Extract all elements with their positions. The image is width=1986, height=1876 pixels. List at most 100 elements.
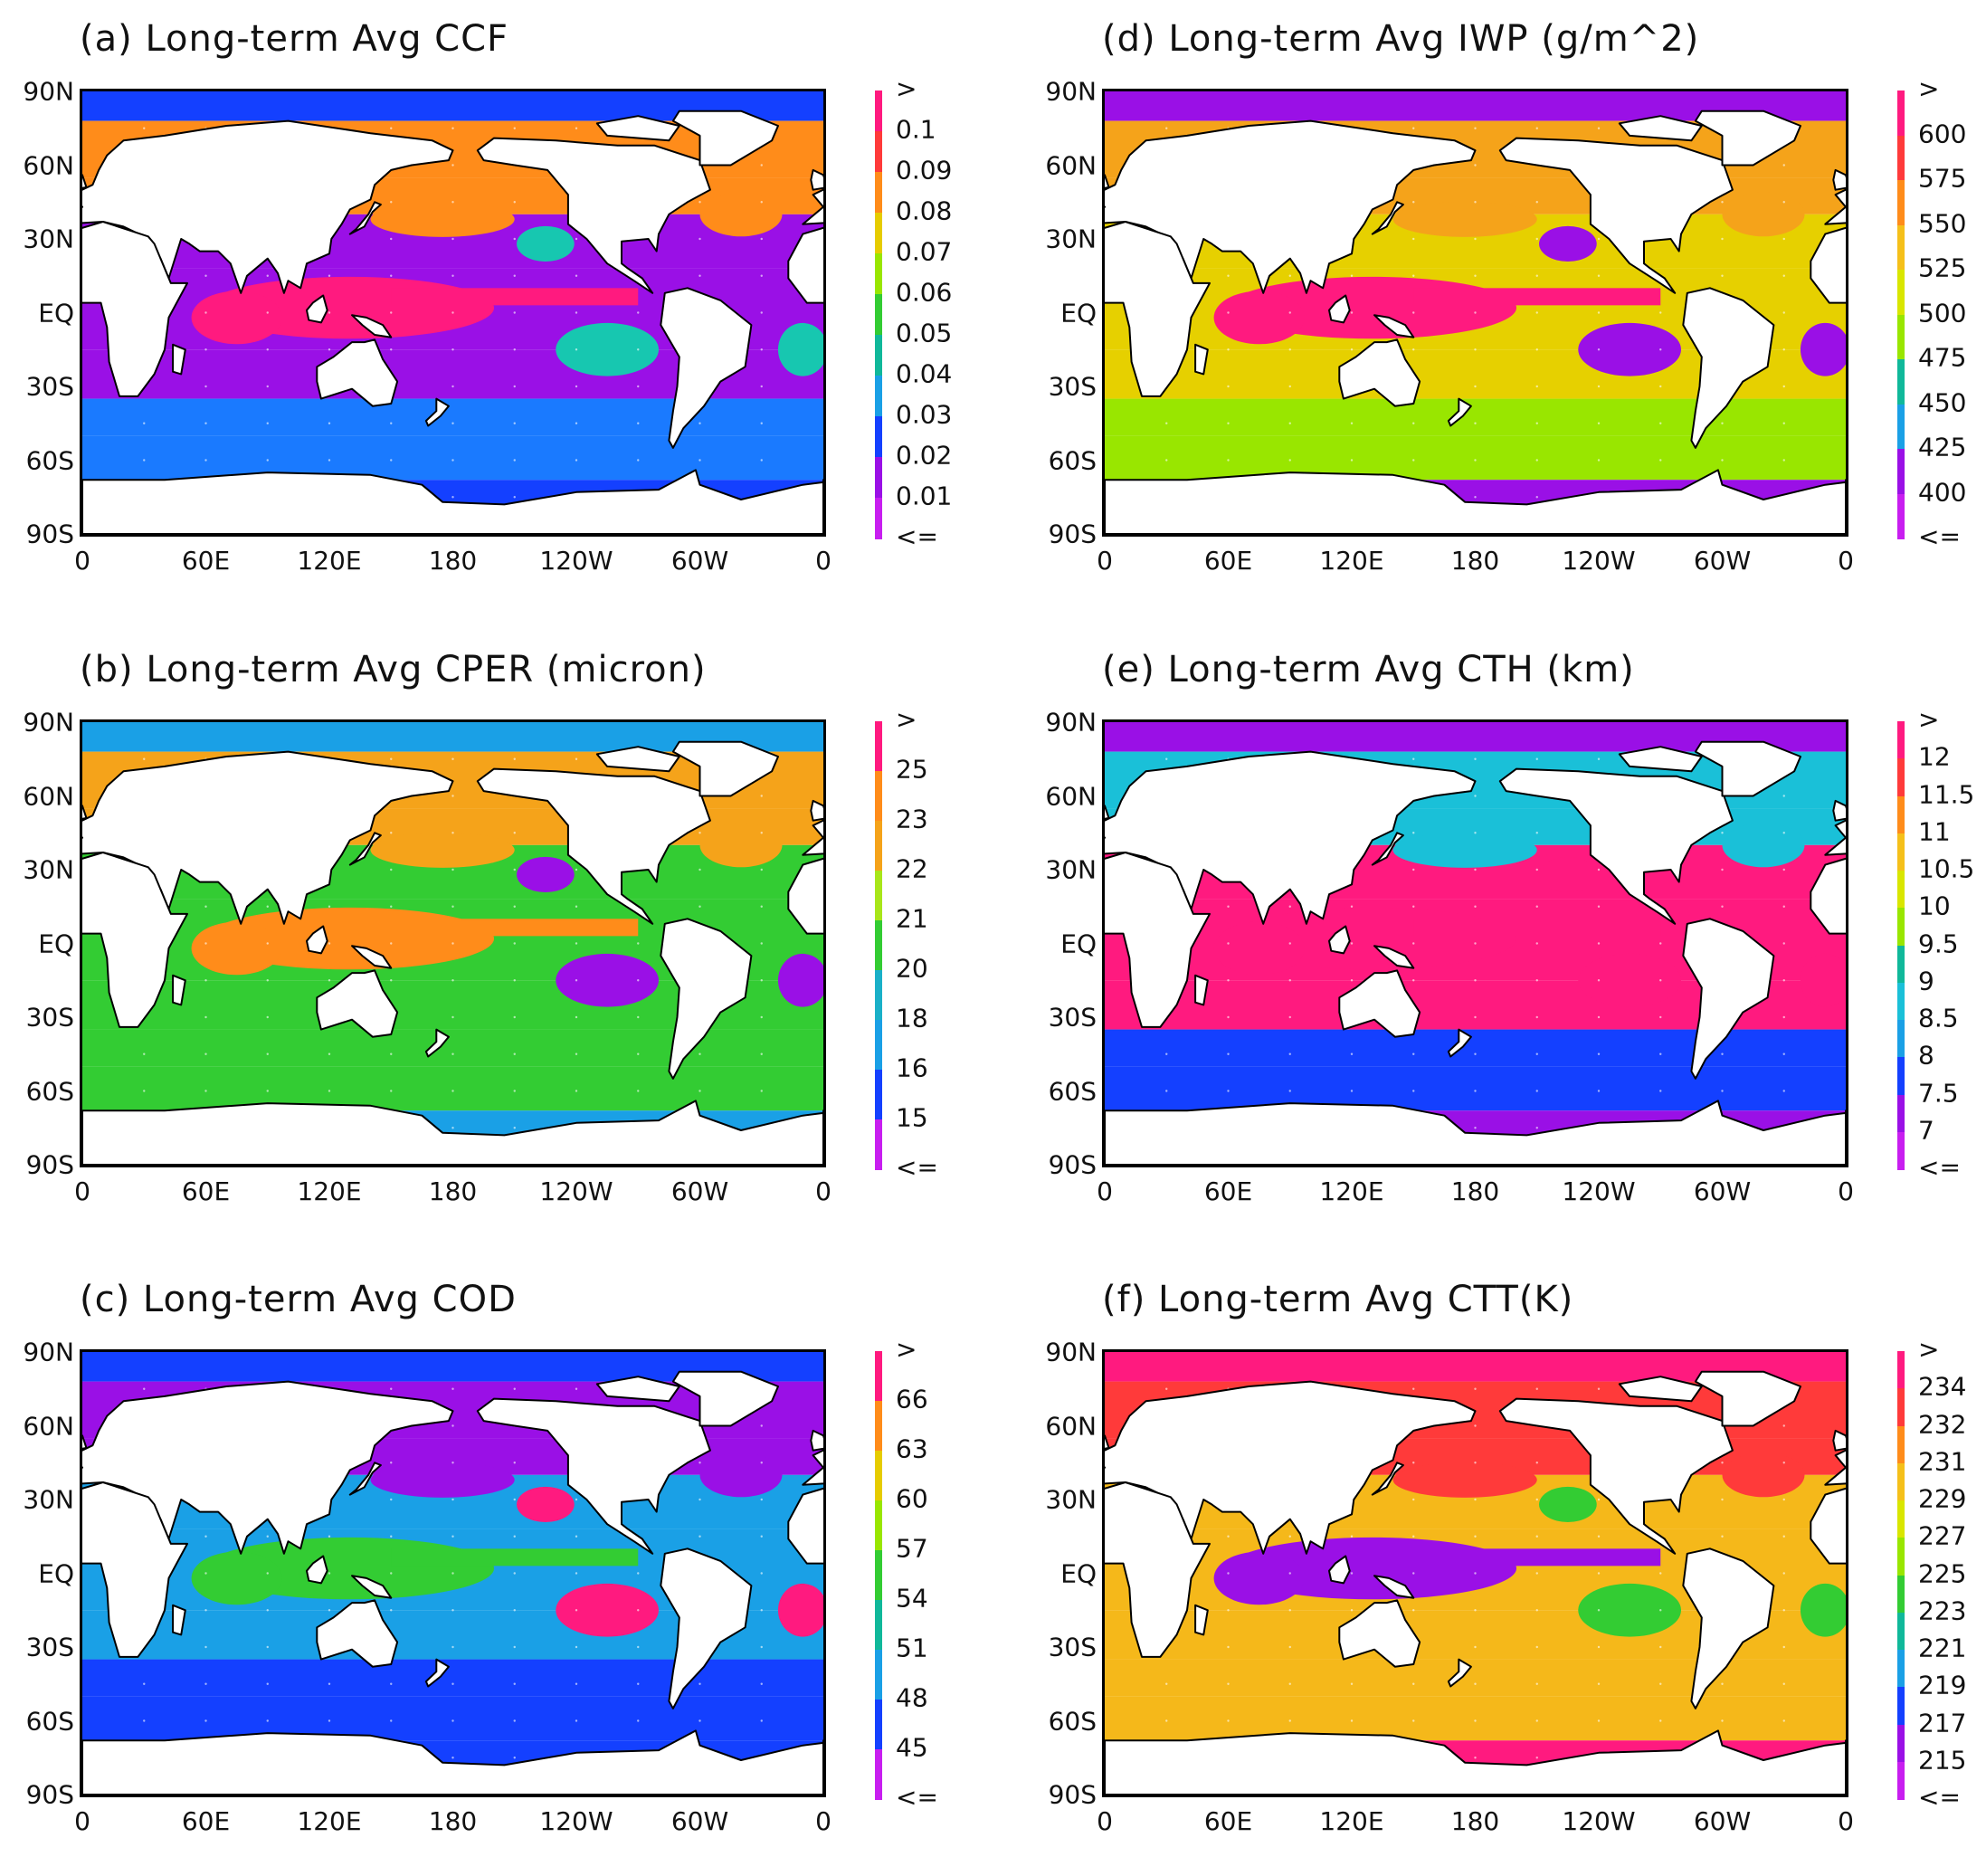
- x-tick-label: 180: [1450, 546, 1500, 576]
- field-se-atlantic: [777, 322, 823, 376]
- colorbar-segment: [1897, 180, 1905, 225]
- field-na-storm-track: [1722, 192, 1805, 237]
- colorbar-label: 0.07: [896, 236, 953, 267]
- x-tick-label: 120W: [539, 546, 613, 576]
- y-tick-label: 90N: [1045, 707, 1097, 738]
- field-itcz: [1413, 919, 1661, 937]
- land-namerica: [476, 1397, 711, 1555]
- colorbar-segment: [875, 416, 882, 458]
- land-samerica: [1682, 1547, 1775, 1709]
- colorbar-label: 0.05: [896, 318, 953, 348]
- colorbar-label: 0.02: [896, 440, 953, 471]
- x-tick-label: 120E: [297, 546, 362, 576]
- x-tick-label: 180: [428, 1176, 478, 1206]
- land-japan: [1371, 832, 1404, 866]
- x-tick-label: 60E: [1203, 1806, 1253, 1836]
- field-indian-ocean: [1213, 1551, 1305, 1605]
- land-namerica: [476, 767, 711, 925]
- land-arctic-islands: [595, 115, 680, 142]
- map-frame: [1102, 89, 1848, 537]
- colorbar-label: >: [896, 73, 917, 104]
- field-indian-ocean: [1213, 921, 1305, 976]
- land-greenland: [1694, 110, 1801, 167]
- land-eurasia: [1105, 1380, 1477, 1555]
- land-britain: [82, 805, 88, 820]
- land-antarctica: [82, 1729, 823, 1795]
- land-australia: [316, 1599, 399, 1668]
- land-arctic-islands: [1618, 1376, 1703, 1403]
- x-tick-label: 0: [1838, 546, 1854, 576]
- colorbar-label: 9.5: [1918, 928, 1959, 958]
- land-newzealand: [1447, 397, 1472, 427]
- land-eurasia: [802, 188, 823, 225]
- map-svg: [1105, 1352, 1846, 1795]
- colorbar-segment: [1897, 1020, 1905, 1058]
- colorbar-segment: [875, 1700, 882, 1750]
- colorbar-label: 221: [1918, 1633, 1967, 1663]
- colorbar-segment: [875, 376, 882, 417]
- colorbar-label: 21: [896, 903, 928, 934]
- land-eurasia: [82, 1380, 454, 1555]
- colorbar-label: 219: [1918, 1670, 1967, 1700]
- land-eurasia: [1824, 188, 1846, 225]
- colorbar-segment: [875, 253, 882, 295]
- x-tick-label: 0: [1097, 1176, 1113, 1206]
- x-tick-label: 60E: [181, 546, 231, 576]
- colorbar-segment: [1897, 758, 1905, 796]
- colorbar-label: 7.5: [1918, 1078, 1959, 1108]
- panel-title: (e) Long-term Avg CTH (km): [1102, 649, 1635, 690]
- land-namerica: [1498, 137, 1734, 294]
- colorbar: [1897, 721, 1905, 1170]
- land-borneo: [306, 1555, 328, 1585]
- land-africa: [82, 221, 188, 397]
- colorbar-label: 600: [1918, 119, 1967, 148]
- map-svg: [1105, 91, 1846, 534]
- panel-c: (c) Long-term Avg COD 90N 60N 30N EQ 30S 60S 9…: [0, 1261, 986, 1876]
- y-tick-label: 90S: [25, 1779, 74, 1810]
- panel-a: (a) Long-term Avg CCF 90N 60N 30N EQ 30S 60S 9…: [0, 0, 986, 615]
- colorbar-label: 217: [1918, 1708, 1967, 1738]
- y-tick-label: 30S: [1048, 1002, 1097, 1033]
- colorbar-label: 66: [896, 1384, 928, 1414]
- field-band: [82, 1659, 823, 1697]
- land-greenland: [1694, 740, 1801, 797]
- land-arctic-islands: [595, 746, 680, 773]
- field-na-storm-track: [699, 192, 783, 237]
- colorbar-label: <=: [896, 1152, 938, 1183]
- land-britain: [1832, 168, 1846, 191]
- colorbar-label: 7: [1918, 1115, 1934, 1146]
- colorbar-segment: [875, 335, 882, 376]
- y-tick-label: 90S: [1048, 519, 1097, 549]
- land-madagascar: [1194, 974, 1209, 1006]
- colorbar-segment: [875, 131, 882, 173]
- x-tick-label: 180: [1450, 1176, 1500, 1206]
- colorbar-label: 51: [896, 1633, 928, 1663]
- colorbar: [875, 1351, 882, 1800]
- colorbar-segment: [1897, 1462, 1905, 1501]
- land-britain: [810, 1429, 823, 1452]
- colorbar-label: 15: [896, 1102, 928, 1133]
- y-tick-label: EQ: [38, 928, 74, 958]
- field-band: [1105, 435, 1846, 481]
- colorbar-label: 25: [896, 754, 928, 785]
- land-antarctica: [82, 469, 823, 534]
- x-tick-label: 120W: [1562, 1806, 1636, 1836]
- colorbar-segment: [1897, 1351, 1905, 1389]
- y-tick-label: 60S: [1048, 1706, 1097, 1736]
- panel-title: (c) Long-term Avg COD: [80, 1279, 517, 1320]
- land-japan: [1371, 201, 1404, 235]
- panel-e: (e) Long-term Avg CTH (km) 90N 60N 30N EQ 30…: [1022, 631, 1986, 1246]
- colorbar-segment: [875, 457, 882, 499]
- land-masks: [1105, 110, 1846, 534]
- x-tick-label: 0: [815, 546, 831, 576]
- field-indian-ocean: [191, 1551, 282, 1605]
- y-tick-label: 60S: [1048, 445, 1097, 475]
- colorbar-segment: [1897, 314, 1905, 360]
- field-band: [82, 398, 823, 436]
- colorbar-segment: [1897, 449, 1905, 494]
- x-tick-label: 0: [1097, 1806, 1113, 1836]
- colorbar-segment: [875, 871, 882, 921]
- colorbar-segment: [875, 1070, 882, 1120]
- y-tick-label: 60S: [1048, 1076, 1097, 1106]
- y-tick-label: 60N: [23, 150, 74, 180]
